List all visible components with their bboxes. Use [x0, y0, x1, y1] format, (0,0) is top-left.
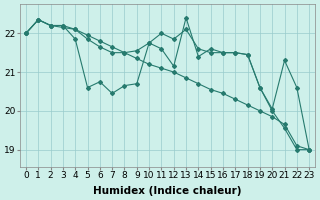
X-axis label: Humidex (Indice chaleur): Humidex (Indice chaleur) — [93, 186, 242, 196]
